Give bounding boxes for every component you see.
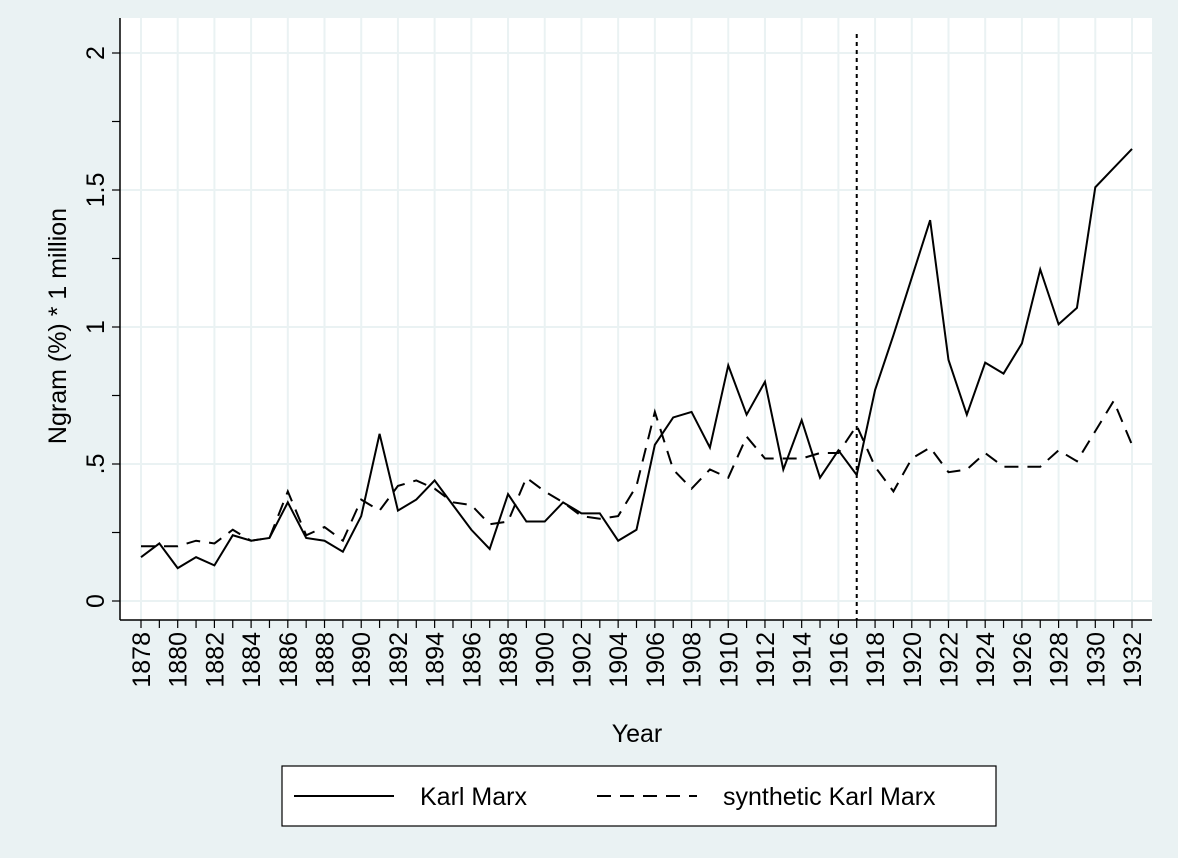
x-tick-label: 1884 (238, 632, 266, 688)
y-axis-label: Ngram (%) * 1 million (44, 208, 72, 444)
x-tick-labels: 1878 1880 1882 1884 1886 1888 1890 1892 1894 1896… (128, 632, 1147, 688)
gridlines (120, 18, 1152, 620)
x-tick-label: 1900 (532, 632, 560, 688)
x-tick-label: 1910 (715, 632, 743, 688)
x-tick-label: 1880 (165, 632, 193, 688)
x-tick-label: 1878 (128, 632, 156, 688)
series-karl-marx-line (140, 148, 1133, 570)
series-synthetic-karl-marx-line (141, 398, 1133, 548)
y-tick-label: 0 (82, 594, 110, 608)
y-tick-label: 1 (82, 320, 110, 334)
x-tick-label: 1928 (1046, 632, 1074, 688)
y-tick-label: 2 (82, 46, 110, 60)
series-group (140, 148, 1133, 570)
x-tick-label: 1918 (862, 632, 890, 688)
y-tick-label: 1.5 (82, 173, 110, 208)
x-axis-label: Year (612, 720, 663, 748)
x-tick-label: 1916 (825, 632, 853, 688)
x-tick-label: 1896 (458, 632, 486, 688)
x-tick-label: 1898 (495, 632, 523, 688)
legend-label-synthetic-karl-marx: synthetic Karl Marx (723, 783, 936, 811)
x-tick-label: 1904 (605, 632, 633, 688)
x-tick-label: 1926 (1009, 632, 1037, 688)
x-tick-label: 1922 (935, 632, 963, 688)
plot-area (120, 18, 1152, 620)
x-tick-label: 1912 (752, 632, 780, 688)
x-tick-label: 1906 (642, 632, 670, 688)
x-tick-label: 1894 (422, 632, 450, 688)
x-tick-label: 1930 (1082, 632, 1110, 688)
x-tick-label: 1888 (312, 632, 340, 688)
x-tick-label: 1920 (899, 632, 927, 688)
y-tick-label: .5 (82, 454, 110, 475)
x-tick-label: 1932 (1119, 632, 1147, 688)
x-tick-label: 1892 (385, 632, 413, 688)
axes (112, 18, 1152, 628)
x-tick-label: 1924 (972, 632, 1000, 688)
y-tick-labels: 0 .5 1 1.5 2 (82, 46, 110, 608)
legend-box (281, 765, 997, 827)
x-tick-label: 1908 (679, 632, 707, 688)
x-tick-label: 1882 (201, 632, 229, 688)
x-tick-label: 1890 (348, 632, 376, 688)
legend-label-karl-marx: Karl Marx (420, 783, 527, 811)
x-tick-label: 1914 (789, 632, 817, 688)
x-tick-label: 1886 (275, 632, 303, 688)
legend: Karl Marx synthetic Karl Marx (281, 765, 997, 827)
x-tick-label: 1902 (568, 632, 596, 688)
